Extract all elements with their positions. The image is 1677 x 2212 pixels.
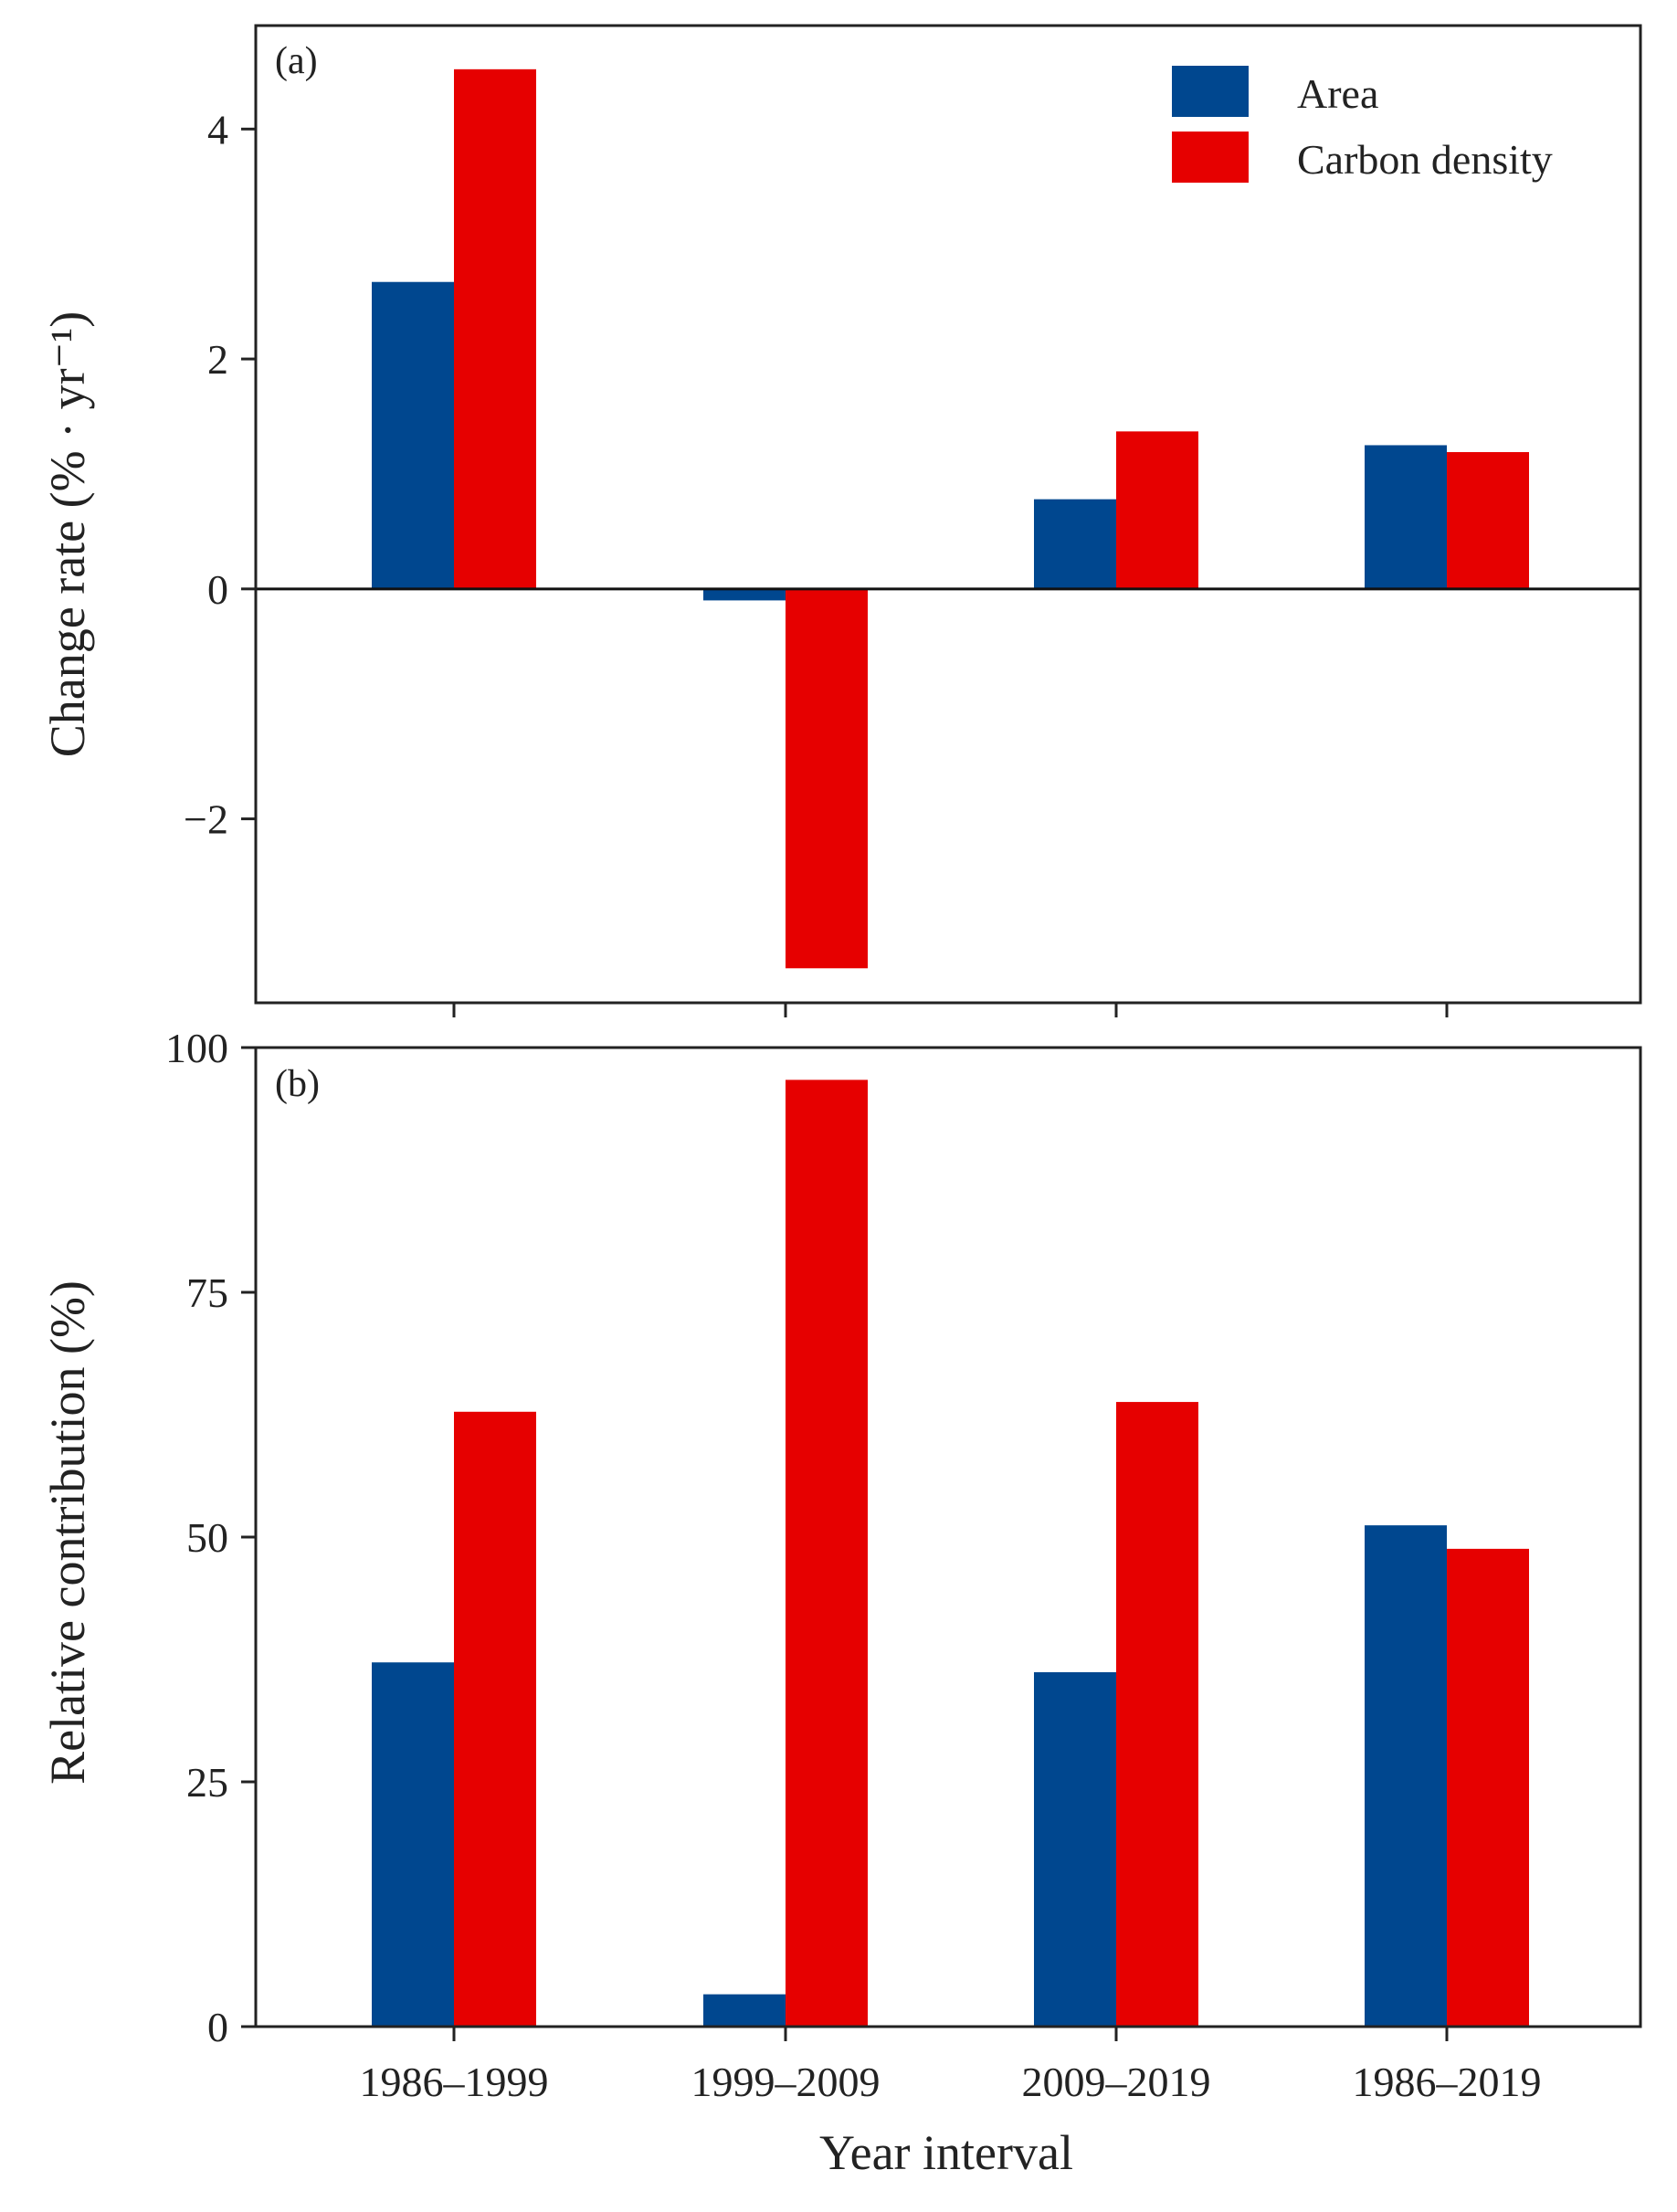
bar-b-area-1986-1999	[372, 1662, 454, 2027]
panel-a-x-ticks	[452, 1003, 1449, 1017]
bar-a-area-1986-1999	[372, 281, 454, 589]
legend-label-area: Area	[1297, 70, 1378, 117]
bar-a-area-1986-2019	[1365, 445, 1447, 589]
bar-b-carbon-density-2009-2019	[1116, 1402, 1198, 2027]
bar-a-area-2009-2019	[1034, 499, 1116, 589]
x-tick-label: 1986–1999	[360, 2059, 549, 2105]
legend-swatch-carbon-density	[1172, 132, 1249, 183]
panel-a-label: (a)	[275, 40, 318, 82]
panel-b-label: (b)	[275, 1063, 320, 1105]
panel-b-y-ticks: 100 75 50 25 0	[165, 1025, 256, 2050]
bar-a-carbon-density-1986-2019	[1447, 452, 1529, 589]
y-tick-label: 50	[186, 1514, 228, 1561]
panel-b-y-axis-title: Relative contribution (%)	[40, 1280, 95, 1785]
x-axis-title: Year interval	[819, 2125, 1073, 2180]
legend-label-carbon-density: Carbon density	[1297, 136, 1553, 183]
panel-b-x-ticks: 1986–1999 1999–2009 2009–2019 1986–2019	[360, 2027, 1542, 2105]
bar-b-area-2009-2019	[1034, 1671, 1116, 2027]
bar-a-area-1999-2009	[703, 588, 786, 601]
bar-b-carbon-density-1999-2009	[786, 1080, 868, 2027]
y-tick-label: 0	[207, 566, 228, 613]
legend: Area Carbon density	[1172, 66, 1553, 183]
bar-a-carbon-density-1986-1999	[454, 68, 536, 589]
bar-b-carbon-density-1986-1999	[454, 1411, 536, 2027]
x-tick-label: 2009–2019	[1022, 2059, 1211, 2105]
panel-a-bars	[372, 68, 1529, 969]
bar-b-area-1999-2009	[703, 1994, 786, 2027]
x-tick-label: 1986–2019	[1353, 2059, 1542, 2105]
panel-a-y-axis-title: Change rate (% · yr⁻¹)	[40, 311, 95, 757]
y-tick-label: −2	[184, 796, 228, 843]
y-tick-label: 25	[186, 1759, 228, 1806]
y-tick-label: 4	[207, 106, 228, 153]
panel-a-change-rate: 4 2 0 −2 (a) Change rate (% · yr⁻¹) Area Ca…	[40, 24, 1642, 1017]
y-tick-label: 75	[186, 1269, 228, 1316]
panel-b-frame	[254, 1046, 1642, 2028]
bar-a-carbon-density-1999-2009	[786, 588, 868, 969]
x-tick-label: 1999–2009	[691, 2059, 881, 2105]
legend-swatch-area	[1172, 66, 1249, 117]
y-tick-label: 2	[207, 336, 228, 383]
bar-b-area-1986-2019	[1365, 1525, 1447, 2027]
y-tick-label: 100	[165, 1025, 228, 1071]
panel-b-bars	[372, 1080, 1529, 2027]
panel-a-y-ticks: 4 2 0 −2	[184, 106, 256, 843]
panel-a-frame	[254, 24, 1642, 1005]
bar-a-carbon-density-2009-2019	[1116, 431, 1198, 589]
y-tick-label: 0	[207, 2004, 228, 2050]
bar-b-carbon-density-1986-2019	[1447, 1548, 1529, 2027]
